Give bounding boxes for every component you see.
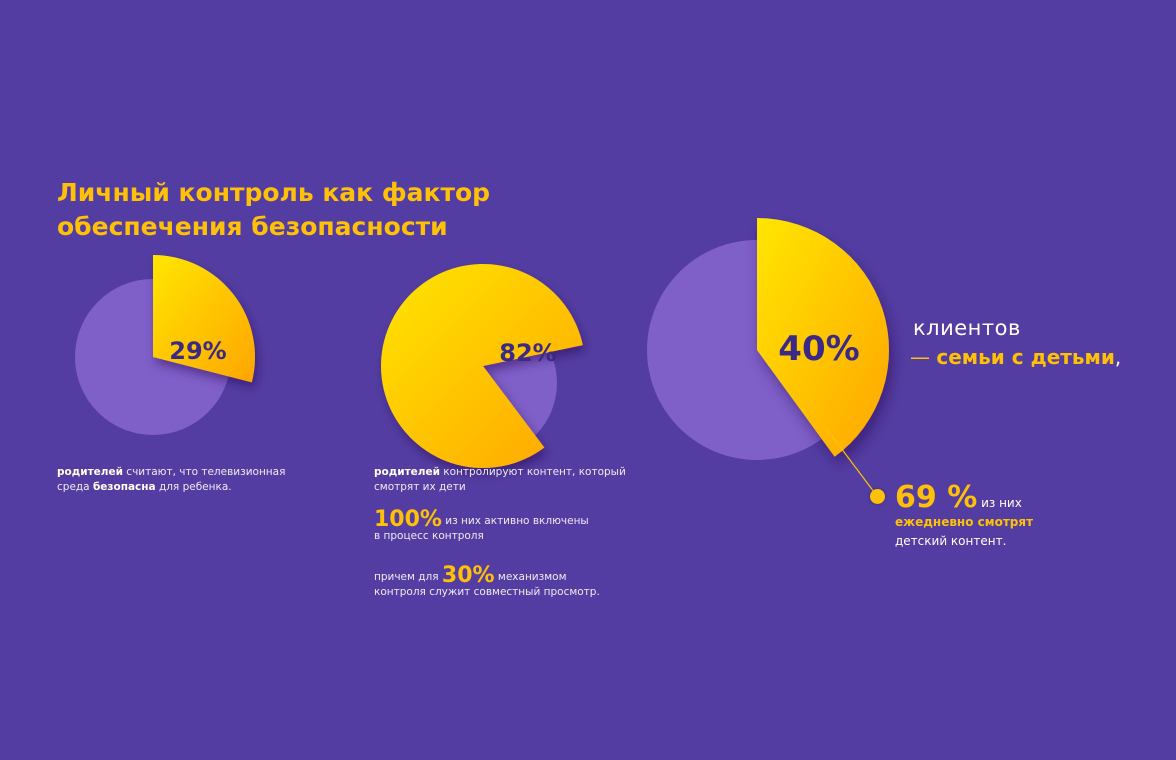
family-dash: —	[910, 345, 937, 369]
pie-1-slice	[153, 255, 256, 383]
caption-3-text: из них активно включены	[441, 515, 589, 527]
caption-3-text2: в процесс контроля	[374, 530, 484, 542]
title-line-2: обеспечения безопасности	[57, 212, 448, 241]
page-title: Личный контроль как фактор обеспечения б…	[57, 176, 490, 244]
caption-2-bold: родителей	[374, 466, 440, 478]
caption-2-text2: смотрят их дети	[374, 481, 466, 493]
caption-1-text3: для ребенка.	[155, 481, 232, 493]
pie-2-label: 82%	[499, 339, 556, 367]
pie-2-slice	[380, 264, 583, 469]
title-line-1: Личный контроль как фактор	[57, 178, 491, 207]
caption-1-bold2: безопасна	[92, 481, 156, 493]
caption-4-pre: причем для	[374, 571, 442, 583]
caption-100-percent: 100% из них активно включены в процесс к…	[374, 509, 589, 544]
caption-parents-safe: родителей считают, что телевизионная сре…	[57, 465, 285, 495]
caption-4-text: механизмом	[494, 571, 567, 583]
pie-chart-clients-families: 40%	[647, 218, 890, 460]
family-text: семьи с детьми	[936, 345, 1115, 369]
daily-watch-text: ежедневно смотрят	[895, 515, 1034, 529]
caption-1-text: считают, что телевизионная	[122, 466, 286, 478]
stat-69-value: 69 %	[895, 480, 978, 515]
pie-3-slice	[757, 218, 890, 457]
caption-30-percent: причем для 30% механизмом контроля служи…	[374, 565, 600, 600]
clients-label: клиентов	[913, 316, 1021, 340]
pie-1-label: 29%	[169, 337, 226, 365]
pie-3-label: 40%	[778, 329, 859, 369]
kid-content-text: детский контент.	[895, 534, 1007, 548]
stat-69-suffix: из них	[977, 496, 1022, 510]
stat-100-percent: 100%	[374, 507, 442, 532]
pie-chart-parents-safe: 29%	[75, 255, 256, 435]
stat-69-percent: 69 % из них	[895, 480, 1022, 515]
caption-parents-control: родителей контролируют контент, который …	[374, 465, 626, 495]
caption-2-text: контролируют контент, который	[439, 466, 626, 478]
leader-dot	[870, 489, 885, 504]
caption-1-text2: среда	[57, 481, 93, 493]
pie-chart-parents-control: 82%	[380, 264, 583, 469]
caption-1-bold: родителей	[57, 466, 123, 478]
caption-4-text2: контроля служит совместный просмотр.	[374, 586, 600, 598]
family-label: — семьи с детьми,	[910, 345, 1121, 369]
stat-30-percent: 30%	[441, 563, 495, 588]
family-comma: ,	[1114, 345, 1122, 369]
